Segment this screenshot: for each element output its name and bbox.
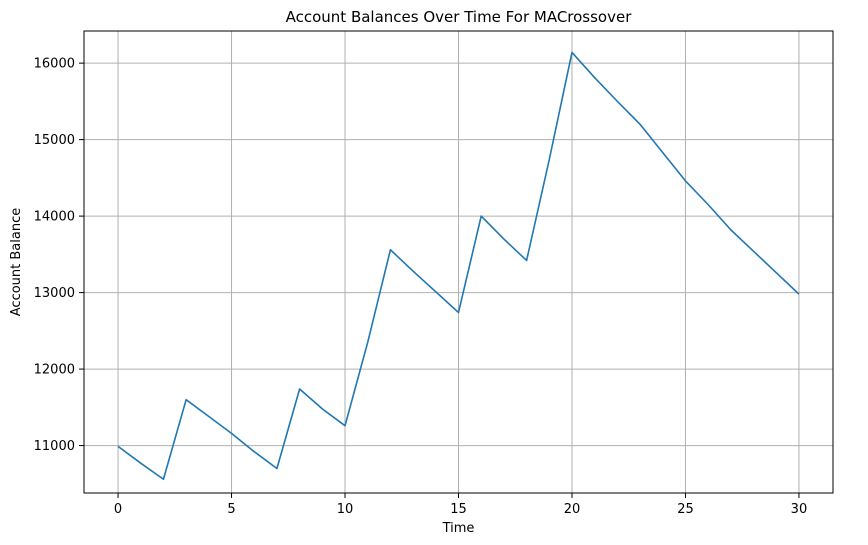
x-tick-label: 5 <box>227 502 235 517</box>
y-axis-label: Account Balance <box>9 208 24 316</box>
x-axis-label: Time <box>442 521 475 536</box>
grid-lines <box>84 31 833 493</box>
chart-title: Account Balances Over Time For MACrossov… <box>286 8 633 26</box>
y-tick-label: 13000 <box>34 286 75 301</box>
y-tick-label: 12000 <box>34 363 75 378</box>
y-tick-label: 11000 <box>34 439 75 454</box>
x-tick-label: 20 <box>564 502 581 517</box>
y-axis-ticks: 11000 12000 13000 14000 15000 16000 <box>34 57 84 454</box>
x-tick-label: 0 <box>114 502 122 517</box>
x-tick-label: 25 <box>677 502 694 517</box>
y-tick-label: 14000 <box>34 210 75 225</box>
series-lines <box>117 51 800 481</box>
y-tick-label: 16000 <box>34 57 75 72</box>
x-axis-ticks: 0 5 10 15 20 25 30 <box>114 493 807 517</box>
series-line <box>117 51 800 481</box>
x-tick-label: 10 <box>337 502 354 517</box>
y-tick-label: 15000 <box>34 133 75 148</box>
x-tick-label: 15 <box>450 502 467 517</box>
x-tick-label: 30 <box>791 502 808 517</box>
